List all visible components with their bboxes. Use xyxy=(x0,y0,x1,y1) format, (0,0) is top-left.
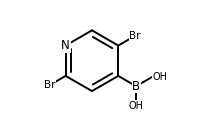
Text: OH: OH xyxy=(153,72,168,82)
Text: N: N xyxy=(61,39,70,52)
Text: Br: Br xyxy=(44,80,56,90)
Text: B: B xyxy=(132,80,140,93)
Text: Br: Br xyxy=(129,31,141,41)
Text: OH: OH xyxy=(129,101,144,111)
